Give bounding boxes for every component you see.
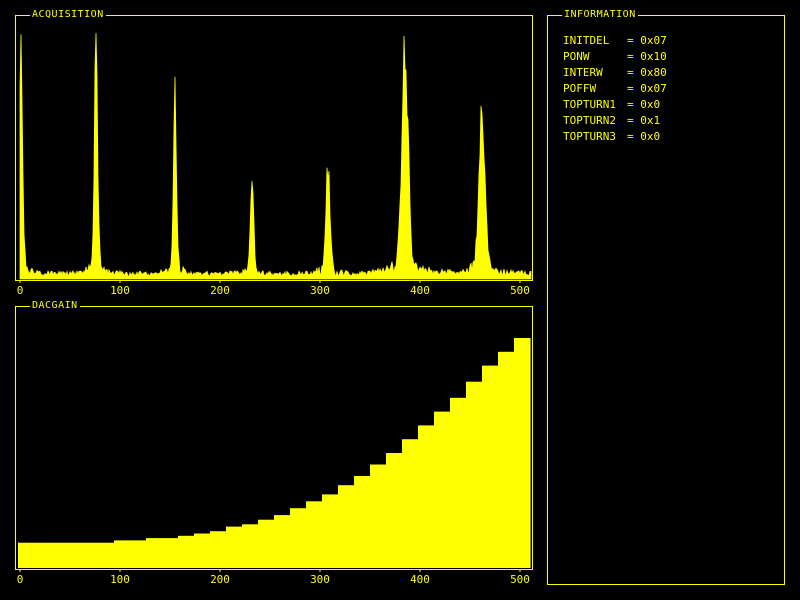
dacgain-bar (466, 381, 483, 568)
dacgain-bar (66, 542, 83, 568)
info-row-poffw: POFFW = 0x07 (563, 81, 667, 97)
info-key: PONW (563, 50, 590, 63)
dacgain-x-tick-label: 400 (410, 573, 430, 586)
info-value: = 0x07 (627, 34, 667, 47)
info-row-topturn2: TOPTURN2 = 0x1 (563, 113, 667, 129)
info-row-topturn3: TOPTURN3 = 0x0 (563, 129, 667, 145)
info-row-ponw: PONW = 0x10 (563, 49, 667, 65)
dacgain-bar (50, 542, 67, 568)
dacgain-bar (178, 535, 195, 568)
dacgain-title: DACGAIN (30, 299, 80, 313)
dacgain-bar (338, 485, 355, 568)
info-key: TOPTURN3 (563, 130, 616, 143)
dacgain-bar (146, 538, 163, 568)
acquisition-trace (19, 33, 532, 280)
dacgain-bar (130, 540, 147, 568)
dacgain-bar (450, 397, 467, 568)
info-key: TOPTURN2 (563, 114, 616, 127)
information-list: INITDEL = 0x07 PONW = 0x10 INTERW = 0x80 PO… (563, 33, 667, 145)
dacgain-bar (498, 351, 515, 568)
acquisition-title: ACQUISITION (30, 8, 106, 22)
info-value: = 0x1 (627, 114, 661, 127)
dacgain-bar (226, 526, 243, 568)
dacgain-bar (162, 538, 179, 568)
dacgain-bar (18, 542, 35, 568)
dacgain-bar (418, 425, 435, 568)
acquisition-x-tick-label: 0 (17, 284, 24, 297)
info-value: = 0x0 (627, 130, 661, 143)
dacgain-bar (274, 515, 291, 568)
dacgain-bar (322, 494, 339, 568)
info-value: = 0x10 (627, 50, 667, 63)
info-key: INITDEL (563, 34, 610, 47)
acquisition-x-tick-label: 400 (410, 284, 430, 297)
info-value: = 0x07 (627, 82, 667, 95)
acquisition-panel: ACQUISITION (15, 8, 533, 281)
info-key: POFFW (563, 82, 597, 95)
dacgain-bar (242, 524, 259, 568)
info-row-interw: INTERW = 0x80 (563, 65, 667, 81)
dacgain-x-tick-label: 0 (17, 573, 24, 586)
dacgain-bar (34, 542, 51, 568)
dacgain-x-tick-label: 500 (510, 573, 530, 586)
dacgain-x-tick-label: 100 (110, 573, 130, 586)
dacgain-bar (290, 508, 307, 568)
dacgain-panel: DACGAIN (15, 299, 533, 570)
dacgain-bar (514, 338, 531, 568)
info-row-topturn1: TOPTURN1 = 0x0 (563, 97, 667, 113)
info-key: TOPTURN1 (563, 98, 616, 111)
dacgain-x-tick-label: 300 (310, 573, 330, 586)
info-value: = 0x80 (627, 66, 667, 79)
info-value: = 0x0 (627, 98, 661, 111)
dacgain-x-tick-label: 200 (210, 573, 230, 586)
information-title: INFORMATION (562, 8, 638, 22)
dacgain-bar (194, 533, 211, 568)
acquisition-x-tick-label: 300 (310, 284, 330, 297)
dacgain-bar (306, 501, 323, 568)
dacgain-bar (402, 439, 419, 568)
dacgain-bar (354, 476, 371, 568)
information-panel: INFORMATION INITDEL = 0x07 PONW = 0x10 INT… (547, 8, 785, 585)
dacgain-bar (82, 542, 99, 568)
dacgain-bar (370, 464, 387, 568)
info-row-initdel: INITDEL = 0x07 (563, 33, 667, 49)
dacgain-bar (258, 519, 275, 568)
dacgain-bar (98, 542, 115, 568)
acquisition-x-tick-label: 200 (210, 284, 230, 297)
acquisition-x-tick-label: 100 (110, 284, 130, 297)
dacgain-bar (482, 365, 499, 568)
dacgain-bar (434, 411, 451, 568)
dacgain-bar (386, 453, 403, 568)
dacgain-bar (114, 540, 131, 568)
dacgain-bar (210, 531, 227, 568)
info-key: INTERW (563, 66, 603, 79)
acquisition-x-tick-label: 500 (510, 284, 530, 297)
